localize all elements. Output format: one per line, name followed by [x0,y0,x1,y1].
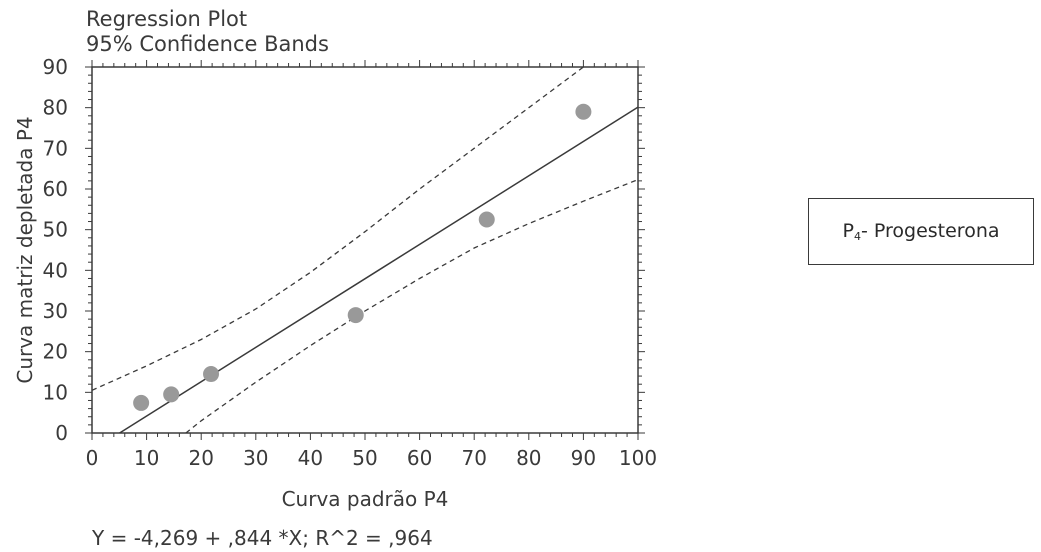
y-tick-label: 0 [55,421,68,445]
x-tick-label: 90 [571,446,596,470]
data-point [163,386,180,403]
x-axis-label: Curva padrão P4 [282,487,449,511]
chart-title: Regression Plot [86,7,247,31]
data-points [133,103,592,411]
y-tick-label: 10 [43,380,68,404]
chart-subtitle: 95% Confidence Bands [86,32,329,56]
axis-ticks [85,60,645,440]
data-point [133,394,150,411]
y-tick-label: 60 [43,177,68,201]
data-point [478,211,495,228]
x-tick-label: 10 [134,446,159,470]
x-tick-label: 100 [619,446,657,470]
x-tick-label: 80 [516,446,541,470]
legend-label: P4- Progesterona [842,220,1000,243]
regression-equation: Y = -4,269 + ,844 *X; R^2 = ,964 [91,526,433,550]
x-tick-labels: 0 10 20 30 40 50 60 70 80 90 100 [86,446,657,470]
regression-line [119,106,638,433]
y-tick-label: 50 [43,218,68,242]
y-tick-label: 80 [43,96,68,120]
x-tick-label: 20 [188,446,213,470]
y-tick-label: 30 [43,299,68,323]
plot-frame [91,66,639,434]
lower-confidence-band [185,178,638,433]
y-tick-label: 70 [43,136,68,160]
y-tick-label: 90 [43,55,68,79]
y-tick-label: 20 [43,340,68,364]
x-tick-label: 50 [352,446,377,470]
x-tick-label: 70 [461,446,486,470]
upper-confidence-band [92,67,584,391]
x-tick-label: 30 [243,446,268,470]
x-tick-label: 40 [298,446,323,470]
y-tick-label: 40 [43,258,68,282]
y-tick-labels: 0 10 20 30 40 50 60 70 80 90 [43,55,68,445]
data-point [347,307,364,324]
data-point [203,366,220,383]
y-axis-label: Curva matriz depletada P4 [13,116,37,383]
x-tick-label: 60 [407,446,432,470]
x-tick-label: 0 [86,446,99,470]
data-point [575,103,592,120]
legend-box: P4- Progesterona [808,198,1034,265]
